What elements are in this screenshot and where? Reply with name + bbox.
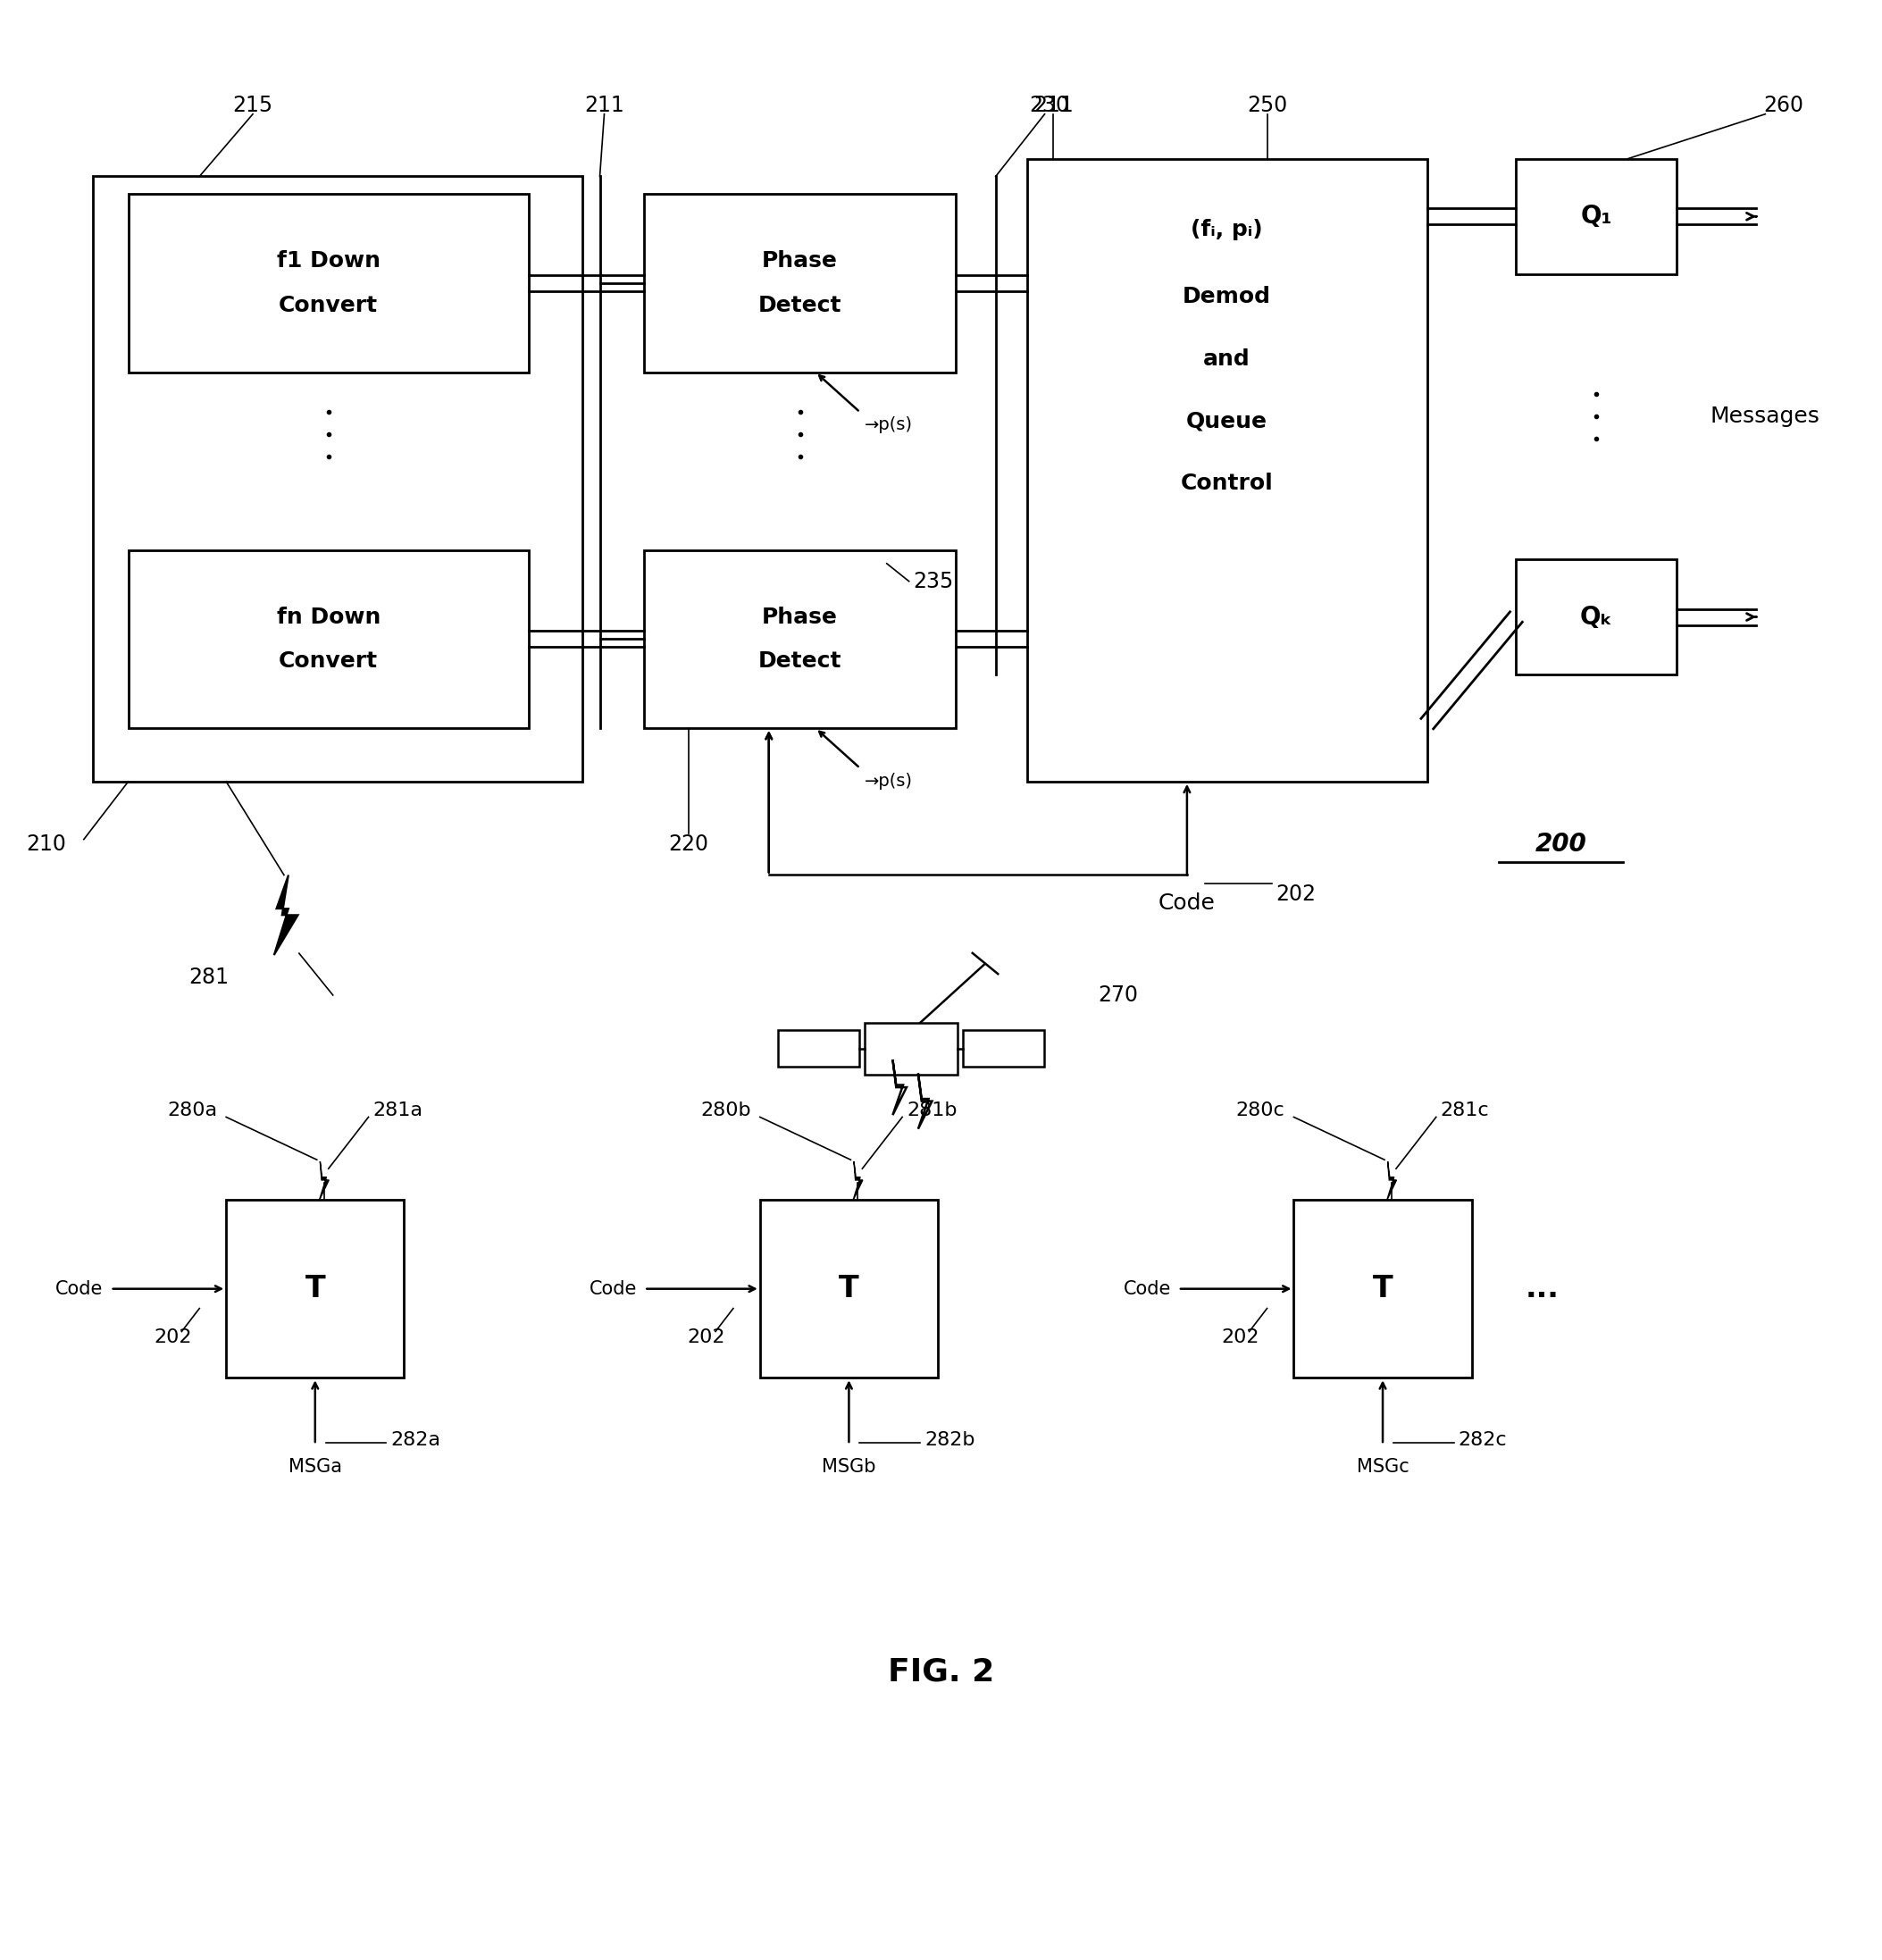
Text: Q₁: Q₁ <box>1581 204 1613 229</box>
Bar <box>1028 159 1427 782</box>
Text: Convert: Convert <box>279 294 378 316</box>
Text: 260: 260 <box>1763 94 1803 116</box>
Text: MSGa: MSGa <box>288 1458 343 1476</box>
Text: 280a: 280a <box>167 1102 216 1119</box>
Text: Detect: Detect <box>758 294 841 316</box>
Text: 211: 211 <box>583 94 625 116</box>
Text: 215: 215 <box>233 94 273 116</box>
Bar <box>92 176 582 782</box>
Text: MSGc: MSGc <box>1357 1458 1410 1476</box>
Text: 202: 202 <box>1221 1329 1259 1347</box>
Text: 282a: 282a <box>391 1431 440 1448</box>
Bar <box>644 194 956 372</box>
Text: 282b: 282b <box>924 1431 975 1448</box>
Text: 202: 202 <box>154 1329 192 1347</box>
Bar <box>777 1031 860 1066</box>
Text: 200: 200 <box>1536 831 1587 857</box>
Text: 230: 230 <box>1029 94 1069 116</box>
Bar <box>964 1031 1045 1066</box>
Text: 281b: 281b <box>907 1102 958 1119</box>
Bar <box>226 1200 405 1378</box>
Bar <box>1517 159 1677 274</box>
Text: 281: 281 <box>188 966 228 988</box>
Text: 280c: 280c <box>1236 1102 1285 1119</box>
Text: T: T <box>839 1274 858 1303</box>
Text: Detect: Detect <box>758 651 841 672</box>
Text: 280b: 280b <box>700 1102 751 1119</box>
Polygon shape <box>275 874 297 955</box>
Bar <box>1293 1200 1472 1378</box>
Text: 282c: 282c <box>1459 1431 1507 1448</box>
Text: 211: 211 <box>1033 94 1073 116</box>
Text: 220: 220 <box>668 833 710 855</box>
Text: 202: 202 <box>1276 884 1316 906</box>
Text: Code: Code <box>589 1280 638 1298</box>
Text: FIG. 2: FIG. 2 <box>888 1656 994 1688</box>
Text: Messages: Messages <box>1711 406 1820 427</box>
Text: 281c: 281c <box>1440 1102 1489 1119</box>
Text: Demod: Demod <box>1182 286 1270 308</box>
Text: ...: ... <box>1524 1274 1558 1303</box>
Text: 281a: 281a <box>373 1102 423 1119</box>
Text: Qₖ: Qₖ <box>1579 604 1613 629</box>
Text: fn Down: fn Down <box>277 606 380 627</box>
Text: f1 Down: f1 Down <box>277 251 380 272</box>
Text: 270: 270 <box>1097 984 1139 1005</box>
Text: 250: 250 <box>1248 94 1287 116</box>
Bar <box>644 551 956 729</box>
Text: Phase: Phase <box>762 606 837 627</box>
Bar <box>760 1200 937 1378</box>
Text: Code: Code <box>56 1280 104 1298</box>
Text: →p(s): →p(s) <box>864 417 913 433</box>
Text: (fᵢ, pᵢ): (fᵢ, pᵢ) <box>1191 220 1263 241</box>
Text: Queue: Queue <box>1186 410 1268 431</box>
Text: MSGb: MSGb <box>822 1458 875 1476</box>
Text: T: T <box>305 1274 326 1303</box>
Text: 202: 202 <box>687 1329 726 1347</box>
Text: Control: Control <box>1180 472 1274 494</box>
Polygon shape <box>853 1162 862 1201</box>
Text: 210: 210 <box>26 833 66 855</box>
Bar <box>1517 559 1677 674</box>
Text: Code: Code <box>1124 1280 1171 1298</box>
Text: and: and <box>1203 349 1252 370</box>
Text: Phase: Phase <box>762 251 837 272</box>
Text: Convert: Convert <box>279 651 378 672</box>
Polygon shape <box>320 1162 329 1201</box>
Text: T: T <box>1372 1274 1393 1303</box>
Bar <box>128 551 529 729</box>
Polygon shape <box>1387 1162 1396 1201</box>
Bar <box>128 194 529 372</box>
Text: →p(s): →p(s) <box>864 772 913 790</box>
Text: 235: 235 <box>913 570 954 592</box>
Bar <box>866 1023 958 1074</box>
Text: Code: Code <box>1159 894 1216 913</box>
